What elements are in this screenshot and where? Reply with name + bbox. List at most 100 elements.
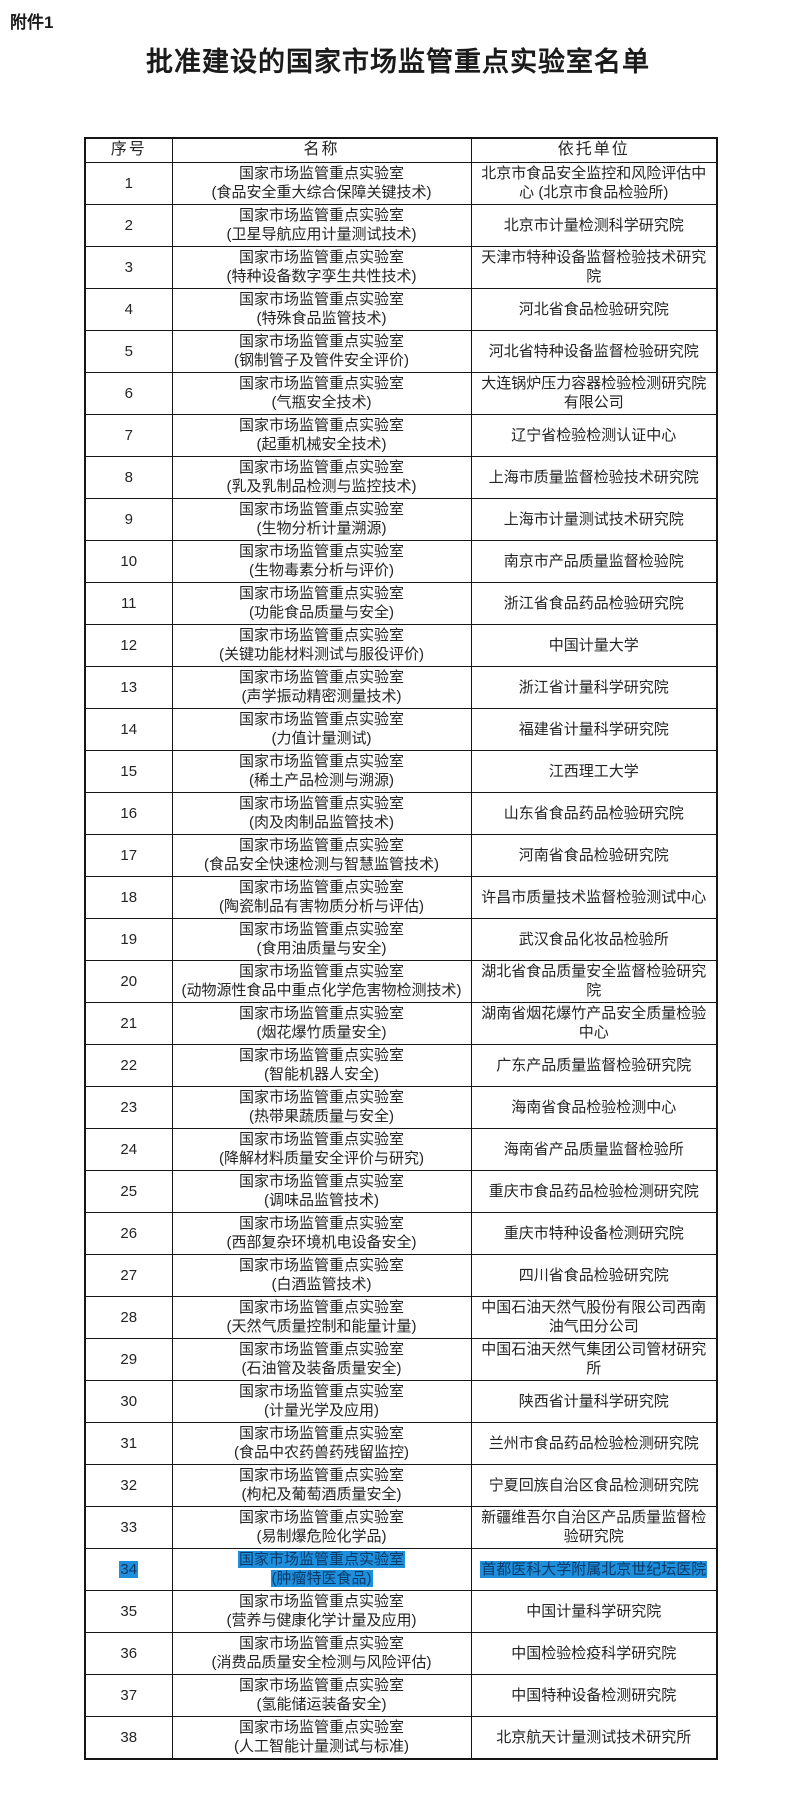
- lab-name-cell[interactable]: 国家市场监管重点实验室 (陶瓷制品有害物质分析与评估): [171, 875, 472, 919]
- unit-cell[interactable]: 新疆维吾尔自治区产品质量监督检验研究院: [470, 1505, 718, 1549]
- lab-name-cell[interactable]: 国家市场监管重点实验室 (调味品监管技术): [171, 1169, 472, 1213]
- unit-cell[interactable]: 海南省食品检验检测中心: [470, 1085, 718, 1129]
- row-number-cell[interactable]: 35: [84, 1589, 173, 1633]
- unit-cell[interactable]: 南京市产品质量监督检验院: [470, 539, 718, 583]
- unit-cell[interactable]: 福建省计量科学研究院: [470, 707, 718, 751]
- lab-name-cell[interactable]: 国家市场监管重点实验室 (石油管及装备质量安全): [171, 1337, 472, 1381]
- lab-name-cell[interactable]: 国家市场监管重点实验室 (食用油质量与安全): [171, 917, 472, 961]
- row-number-cell[interactable]: 28: [84, 1295, 173, 1339]
- row-number-cell[interactable]: 38: [84, 1715, 173, 1760]
- row-number-cell[interactable]: 26: [84, 1211, 173, 1255]
- lab-name-cell[interactable]: 国家市场监管重点实验室 (食品中农药兽药残留监控): [171, 1421, 472, 1465]
- unit-cell[interactable]: 上海市计量测试技术研究院: [470, 497, 718, 541]
- row-number-cell[interactable]: 33: [84, 1505, 173, 1549]
- row-number-cell[interactable]: 19: [84, 917, 173, 961]
- unit-cell[interactable]: 湖南省烟花爆竹产品安全质量检验中心: [470, 1001, 718, 1045]
- lab-name-cell[interactable]: 国家市场监管重点实验室 (功能食品质量与安全): [171, 581, 472, 625]
- row-number-cell[interactable]: 7: [84, 413, 173, 457]
- row-number-cell[interactable]: 30: [84, 1379, 173, 1423]
- unit-cell[interactable]: 大连锅炉压力容器检验检测研究院有限公司: [470, 371, 718, 415]
- lab-name-cell[interactable]: 国家市场监管重点实验室 (力值计量测试): [171, 707, 472, 751]
- unit-cell[interactable]: 海南省产品质量监督检验所: [470, 1127, 718, 1171]
- lab-name-cell[interactable]: 国家市场监管重点实验室 (营养与健康化学计量及应用): [171, 1589, 472, 1633]
- lab-name-cell[interactable]: 国家市场监管重点实验室 (特殊食品监管技术): [171, 287, 472, 331]
- row-number-cell[interactable]: 32: [84, 1463, 173, 1507]
- unit-cell[interactable]: 北京市食品安全监控和风险评估中心 (北京市食品检验所): [470, 161, 718, 205]
- unit-cell[interactable]: 河北省特种设备监督检验研究院: [470, 329, 718, 373]
- row-number-cell[interactable]: 15: [84, 749, 173, 793]
- row-number-cell[interactable]: 21: [84, 1001, 173, 1045]
- unit-cell[interactable]: 中国特种设备检测研究院: [470, 1673, 718, 1717]
- row-number-cell[interactable]: 9: [84, 497, 173, 541]
- lab-name-cell[interactable]: 国家市场监管重点实验室 (热带果蔬质量与安全): [171, 1085, 472, 1129]
- unit-cell[interactable]: 中国石油天然气股份有限公司西南油气田分公司: [470, 1295, 718, 1339]
- lab-name-cell[interactable]: 国家市场监管重点实验室 (食品安全快速检测与智慧监管技术): [171, 833, 472, 877]
- row-number-cell[interactable]: 1: [84, 161, 173, 205]
- lab-name-cell[interactable]: 国家市场监管重点实验室 (白酒监管技术): [171, 1253, 472, 1297]
- lab-name-cell[interactable]: 国家市场监管重点实验室 (烟花爆竹质量安全): [171, 1001, 472, 1045]
- unit-cell[interactable]: 中国计量科学研究院: [470, 1589, 718, 1633]
- row-number-cell[interactable]: 34: [84, 1547, 173, 1591]
- row-number-cell[interactable]: 4: [84, 287, 173, 331]
- unit-cell[interactable]: 江西理工大学: [470, 749, 718, 793]
- row-number-cell[interactable]: 23: [84, 1085, 173, 1129]
- unit-cell[interactable]: 陕西省计量科学研究院: [470, 1379, 718, 1423]
- unit-cell[interactable]: 湖北省食品质量安全监督检验研究院: [470, 959, 718, 1003]
- unit-cell[interactable]: 四川省食品检验研究院: [470, 1253, 718, 1297]
- unit-cell[interactable]: 武汉食品化妆品检验所: [470, 917, 718, 961]
- row-number-cell[interactable]: 11: [84, 581, 173, 625]
- row-number-cell[interactable]: 17: [84, 833, 173, 877]
- lab-name-cell[interactable]: 国家市场监管重点实验室 (生物毒素分析与评价): [171, 539, 472, 583]
- unit-cell[interactable]: 河北省食品检验研究院: [470, 287, 718, 331]
- lab-name-cell[interactable]: 国家市场监管重点实验室 (声学振动精密测量技术): [171, 665, 472, 709]
- unit-cell[interactable]: 重庆市食品药品检验检测研究院: [470, 1169, 718, 1213]
- unit-cell[interactable]: 中国计量大学: [470, 623, 718, 667]
- row-number-cell[interactable]: 2: [84, 203, 173, 247]
- unit-cell[interactable]: 重庆市特种设备检测研究院: [470, 1211, 718, 1255]
- lab-name-cell[interactable]: 国家市场监管重点实验室 (消费品质量安全检测与风险评估): [171, 1631, 472, 1675]
- unit-cell[interactable]: 中国检验检疫科学研究院: [470, 1631, 718, 1675]
- unit-cell[interactable]: 浙江省计量科学研究院: [470, 665, 718, 709]
- unit-cell[interactable]: 首都医科大学附属北京世纪坛医院: [470, 1547, 718, 1591]
- unit-cell[interactable]: 兰州市食品药品检验检测研究院: [470, 1421, 718, 1465]
- row-number-cell[interactable]: 13: [84, 665, 173, 709]
- lab-name-cell[interactable]: 国家市场监管重点实验室 (钢制管子及管件安全评价): [171, 329, 472, 373]
- lab-name-cell[interactable]: 国家市场监管重点实验室 (肿瘤特医食品): [171, 1547, 472, 1591]
- lab-name-cell[interactable]: 国家市场监管重点实验室 (卫星导航应用计量测试技术): [171, 203, 472, 247]
- unit-cell[interactable]: 辽宁省检验检测认证中心: [470, 413, 718, 457]
- row-number-cell[interactable]: 12: [84, 623, 173, 667]
- row-number-cell[interactable]: 36: [84, 1631, 173, 1675]
- lab-name-cell[interactable]: 国家市场监管重点实验室 (关键功能材料测试与服役评价): [171, 623, 472, 667]
- unit-cell[interactable]: 上海市质量监督检验技术研究院: [470, 455, 718, 499]
- row-number-cell[interactable]: 5: [84, 329, 173, 373]
- lab-name-cell[interactable]: 国家市场监管重点实验室 (降解材料质量安全评价与研究): [171, 1127, 472, 1171]
- lab-name-cell[interactable]: 国家市场监管重点实验室 (气瓶安全技术): [171, 371, 472, 415]
- lab-name-cell[interactable]: 国家市场监管重点实验室 (智能机器人安全): [171, 1043, 472, 1087]
- unit-cell[interactable]: 北京市计量检测科学研究院: [470, 203, 718, 247]
- lab-name-cell[interactable]: 国家市场监管重点实验室 (稀土产品检测与溯源): [171, 749, 472, 793]
- unit-cell[interactable]: 浙江省食品药品检验研究院: [470, 581, 718, 625]
- unit-cell[interactable]: 河南省食品检验研究院: [470, 833, 718, 877]
- lab-name-cell[interactable]: 国家市场监管重点实验室 (人工智能计量测试与标准): [171, 1715, 472, 1760]
- row-number-cell[interactable]: 22: [84, 1043, 173, 1087]
- row-number-cell[interactable]: 20: [84, 959, 173, 1003]
- unit-cell[interactable]: 山东省食品药品检验研究院: [470, 791, 718, 835]
- lab-name-cell[interactable]: 国家市场监管重点实验室 (起重机械安全技术): [171, 413, 472, 457]
- lab-name-cell[interactable]: 国家市场监管重点实验室 (枸杞及葡萄酒质量安全): [171, 1463, 472, 1507]
- row-number-cell[interactable]: 16: [84, 791, 173, 835]
- row-number-cell[interactable]: 31: [84, 1421, 173, 1465]
- unit-cell[interactable]: 中国石油天然气集团公司管材研究所: [470, 1337, 718, 1381]
- lab-name-cell[interactable]: 国家市场监管重点实验室 (西部复杂环境机电设备安全): [171, 1211, 472, 1255]
- lab-name-cell[interactable]: 国家市场监管重点实验室 (特种设备数字孪生共性技术): [171, 245, 472, 289]
- row-number-cell[interactable]: 37: [84, 1673, 173, 1717]
- row-number-cell[interactable]: 3: [84, 245, 173, 289]
- lab-name-cell[interactable]: 国家市场监管重点实验室 (天然气质量控制和能量计量): [171, 1295, 472, 1339]
- unit-cell[interactable]: 宁夏回族自治区食品检测研究院: [470, 1463, 718, 1507]
- lab-name-cell[interactable]: 国家市场监管重点实验室 (动物源性食品中重点化学危害物检测技术): [171, 959, 472, 1003]
- row-number-cell[interactable]: 14: [84, 707, 173, 751]
- unit-cell[interactable]: 天津市特种设备监督检验技术研究院: [470, 245, 718, 289]
- lab-name-cell[interactable]: 国家市场监管重点实验室 (氢能储运装备安全): [171, 1673, 472, 1717]
- lab-name-cell[interactable]: 国家市场监管重点实验室 (生物分析计量溯源): [171, 497, 472, 541]
- lab-name-cell[interactable]: 国家市场监管重点实验室 (乳及乳制品检测与监控技术): [171, 455, 472, 499]
- unit-cell[interactable]: 广东产品质量监督检验研究院: [470, 1043, 718, 1087]
